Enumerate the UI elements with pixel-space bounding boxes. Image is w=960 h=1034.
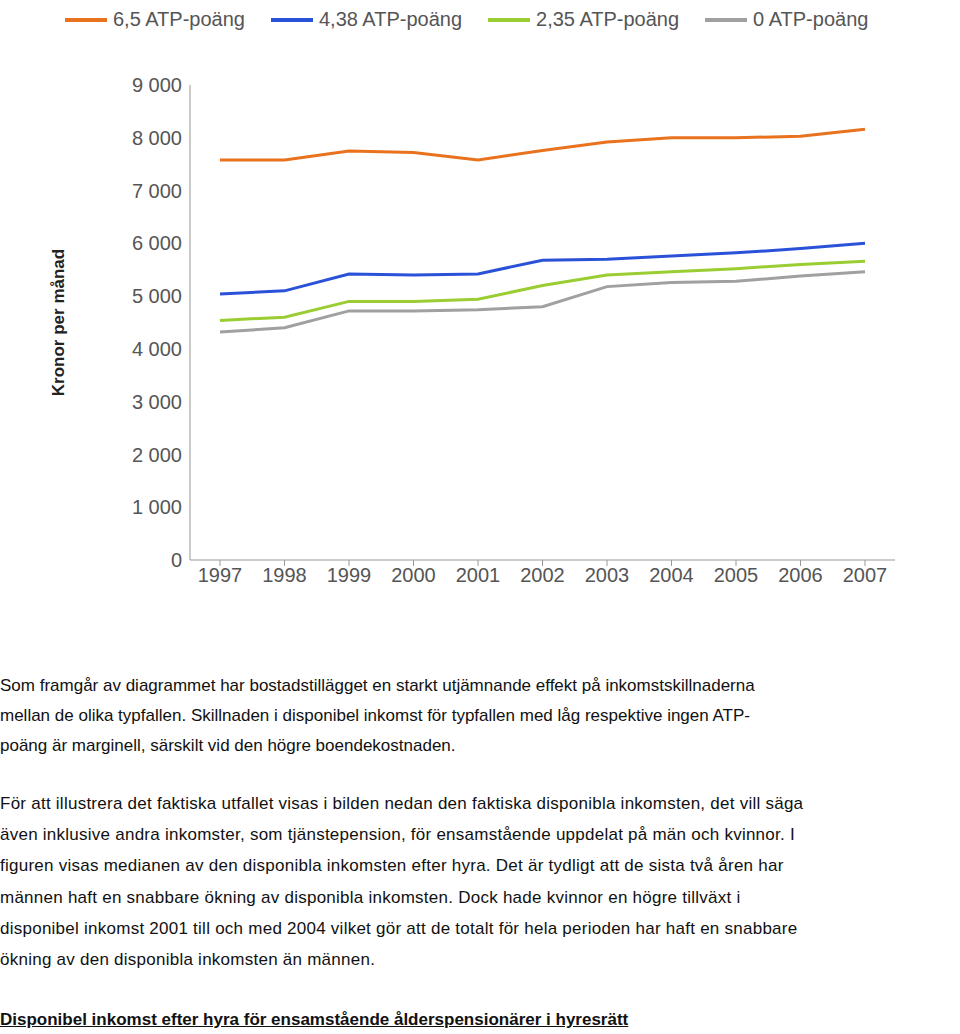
html-text:disponibel inkomst 2001 till o: disponibel inkomst 2001 till och med 200…	[0, 918, 798, 938]
svg-text:1 000: 1 000	[132, 496, 182, 518]
svg-text:2004: 2004	[649, 564, 694, 586]
svg-text:9 000: 9 000	[132, 74, 182, 96]
html-text:6,5 ATP-poäng: 6,5 ATP-poäng	[113, 8, 245, 30]
html-text:mellan de olika typfallen. Ski: mellan de olika typfallen. Skillnaden i …	[0, 706, 750, 725]
svg-text:2000: 2000	[391, 564, 436, 586]
html-text:4,38 ATP-poäng: 4,38 ATP-poäng	[319, 8, 462, 30]
svg-text:2005: 2005	[714, 564, 759, 586]
svg-text:Kronor per månad: Kronor per månad	[49, 249, 68, 396]
svg-text:7 000: 7 000	[132, 180, 182, 202]
svg-text:1998: 1998	[262, 564, 307, 586]
svg-text:1999: 1999	[327, 564, 372, 586]
svg-text:0: 0	[171, 549, 182, 571]
svg-text:1997: 1997	[198, 564, 243, 586]
svg-text:5 000: 5 000	[132, 285, 182, 307]
svg-text:2007: 2007	[843, 564, 888, 586]
html-text:0 ATP-poäng: 0 ATP-poäng	[753, 8, 869, 30]
svg-text:3 000: 3 000	[132, 391, 182, 413]
html-text:För att illustrera det faktisk: För att illustrera det faktiska utfallet…	[0, 794, 804, 813]
html-text:ökning av den disponibla inkom: ökning av den disponibla inkomsten än mä…	[0, 950, 376, 969]
html-text:2,35 ATP-poäng: 2,35 ATP-poäng	[536, 8, 680, 30]
html-text:Disponibel inkomst efter hyra: Disponibel inkomst efter hyra för ensams…	[0, 1010, 629, 1029]
html-text:männen haft en snabbare ökning: männen haft en snabbare ökning av dispon…	[0, 887, 741, 907]
svg-text:2001: 2001	[456, 564, 501, 586]
svg-text:2003: 2003	[585, 564, 630, 586]
svg-text:2002: 2002	[520, 564, 565, 586]
html-text:poäng är marginell, särskilt v: poäng är marginell, särskilt vid den hög…	[0, 736, 456, 755]
svg-text:4 000: 4 000	[132, 338, 182, 360]
svg-text:2006: 2006	[778, 564, 823, 586]
html-text:även inklusive andra inkomster: även inklusive andra inkomster, som tjän…	[0, 825, 795, 845]
svg-text:8 000: 8 000	[132, 127, 182, 149]
html-text:figuren visas medianen av den: figuren visas medianen av den disponibla…	[0, 856, 784, 876]
html-text:Som framgår av diagrammet har: Som framgår av diagrammet har bostadstil…	[0, 676, 755, 695]
svg-text:6 000: 6 000	[132, 232, 182, 254]
svg-text:2 000: 2 000	[132, 444, 182, 466]
